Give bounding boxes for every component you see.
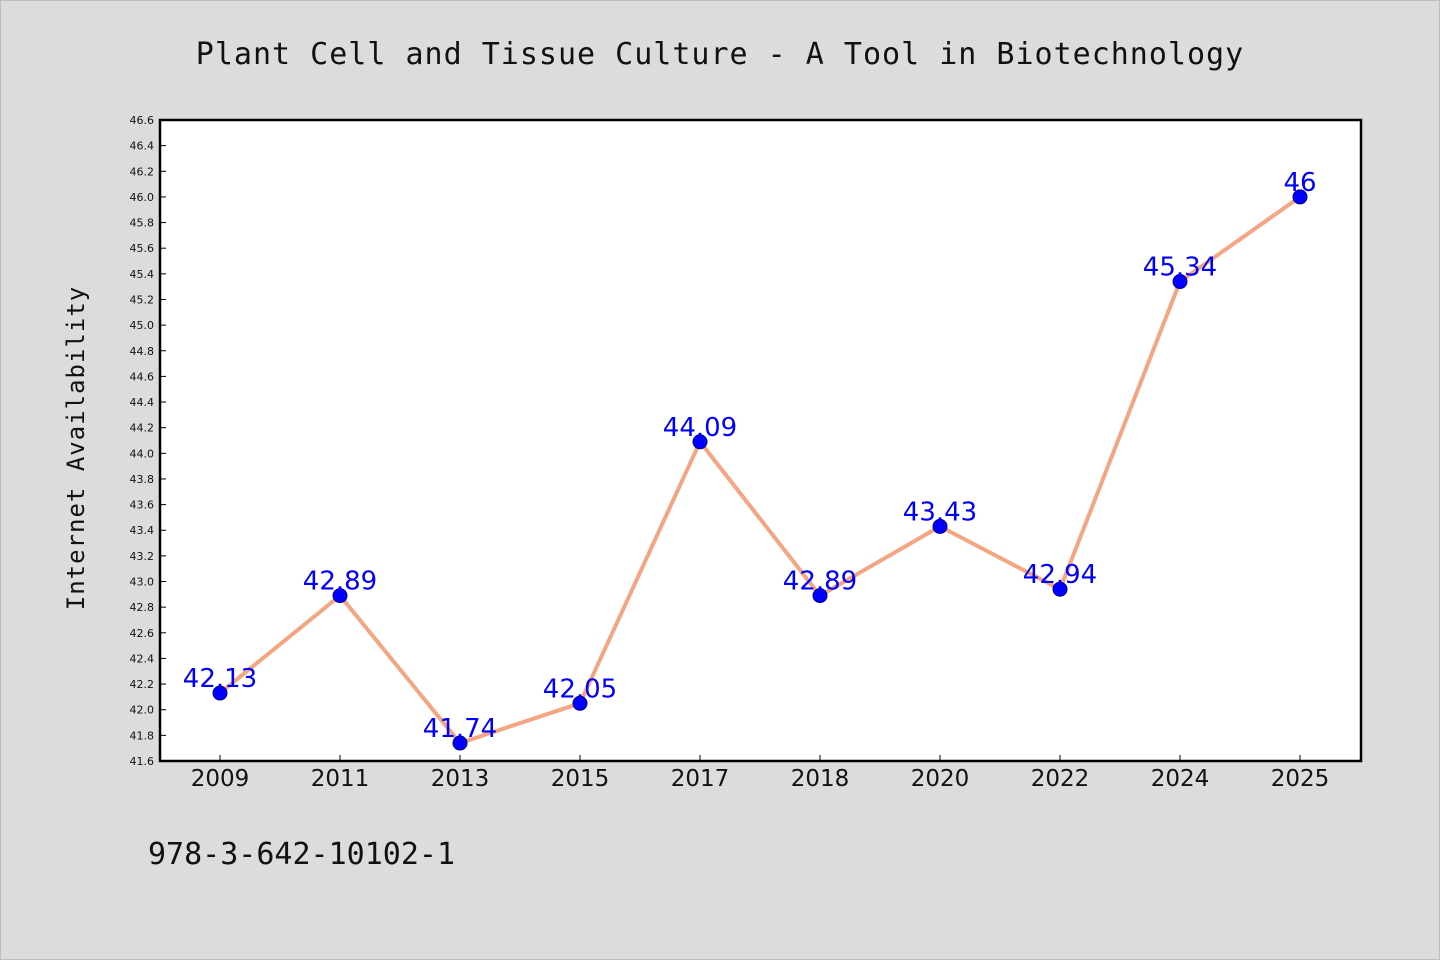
y-tick-label: 42.2 [130,678,155,691]
data-point [1052,581,1068,597]
data-label: 42.05 [543,674,617,704]
y-tick-label: 45.8 [130,217,155,230]
data-label: 45.34 [1143,253,1217,283]
data-point [932,518,948,534]
y-tick-label: 43.4 [130,524,155,537]
data-point [572,695,588,711]
y-tick-label: 45.6 [130,242,155,255]
data-label: 42.13 [183,664,257,694]
y-tick-label: 46.2 [130,165,155,178]
data-label: 42.94 [1023,560,1097,590]
x-tick-label: 2020 [911,766,970,792]
y-tick-label: 46.6 [130,114,155,127]
x-tick-label: 2015 [551,766,610,792]
x-tick-label: 2017 [671,766,730,792]
y-axis: 41.6 41.8 42.0 42.2 42.4 42.6 42.8 43.0 43.2 43.4… [130,114,166,768]
x-tick-label: 2022 [1031,766,1090,792]
series-line [218,194,1302,746]
x-tick-label: 2013 [431,766,490,792]
data-label: 46 [1283,168,1316,198]
y-tick-label: 44.0 [130,447,155,460]
data-point [1292,189,1308,205]
y-tick-label: 45.0 [130,319,155,332]
y-tick-label: 45.2 [130,293,155,306]
data-label: 43.43 [903,497,977,527]
x-tick-label: 2025 [1271,766,1330,792]
y-tick-label: 44.6 [130,370,155,383]
data-label: 41.74 [423,714,497,744]
y-tick-label: 43.0 [130,576,155,589]
series-layer: 42.13 42.89 41.74 42.05 44.09 42.89 43.43 42.94… [183,168,1317,751]
y-tick-label: 42.8 [130,601,155,614]
data-point [332,588,348,604]
y-tick-label: 41.8 [130,729,155,742]
x-tick-label: 2018 [791,766,850,792]
y-axis-label: Internet Availability [62,286,90,610]
y-tick-label: 44.8 [130,345,155,358]
chart-title: Plant Cell and Tissue Culture - A Tool i… [196,37,1244,72]
data-label: 42.89 [303,567,377,597]
y-tick-label: 45.4 [130,268,155,281]
data-point [692,434,708,450]
data-label: 42.89 [783,567,857,597]
y-tick-label: 43.2 [130,550,155,563]
y-tick-label: 43.8 [130,473,155,486]
y-tick-label: 42.6 [130,627,155,640]
y-tick-label: 41.6 [130,755,155,768]
y-tick-label: 42.0 [130,704,155,717]
y-tick-label: 46.4 [130,140,155,153]
data-label: 44.09 [663,413,737,443]
x-tick-label: 2009 [191,766,250,792]
x-axis: 2009 2011 2013 2015 2017 2018 2020 2022 2024 2025 [191,755,1330,792]
y-tick-label: 46.0 [130,191,155,204]
data-point [452,735,468,751]
y-tick-label: 44.2 [130,422,155,435]
x-tick-label: 2011 [311,766,370,792]
footnote-isbn: 978-3-642-10102-1 [148,837,455,872]
data-point [1172,274,1188,290]
y-tick-label: 43.6 [130,499,155,512]
plot-area [158,118,1363,763]
data-point [212,685,228,701]
data-point [812,588,828,604]
y-tick-label: 42.4 [130,652,155,665]
y-tick-label: 44.4 [130,396,155,409]
x-tick-label: 2024 [1151,766,1210,792]
